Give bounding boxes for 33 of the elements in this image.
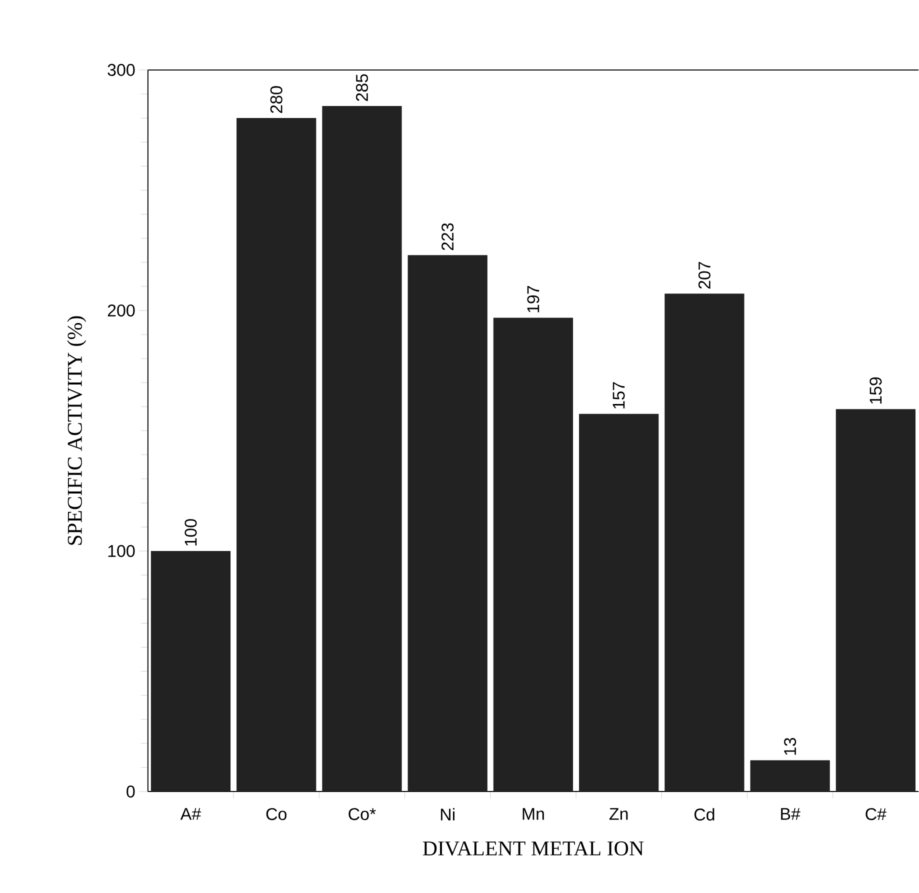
- bar: [150, 551, 231, 792]
- y-tick-label: 200: [108, 304, 135, 317]
- x-tick-label: Co: [266, 808, 286, 820]
- bar: [493, 318, 574, 792]
- bar: [236, 118, 316, 792]
- y-tick-label: 0: [126, 786, 135, 798]
- x-tick-label: Co*: [348, 808, 376, 820]
- data-label: 13: [784, 738, 796, 756]
- data-label: 157: [612, 382, 625, 409]
- x-tick-label: Zn: [609, 808, 628, 820]
- x-tick-label: Mn: [522, 808, 544, 820]
- data-label: 207: [698, 262, 710, 289]
- data-label: 280: [270, 86, 282, 114]
- bar: [579, 414, 659, 792]
- bar: [750, 760, 830, 792]
- x-tick-label: A#: [180, 808, 202, 820]
- data-label: 197: [527, 286, 540, 312]
- y-tick-label: 300: [108, 64, 135, 76]
- x-tick-label: B#: [781, 808, 800, 820]
- data-label: 285: [356, 74, 368, 102]
- x-tick-label: Ni: [440, 808, 454, 821]
- bar: [664, 294, 744, 792]
- bar: [322, 106, 402, 792]
- x-axis-title: DIVALENT METAL ION: [422, 842, 644, 856]
- data-label: 100: [184, 519, 197, 546]
- data-label: 159: [870, 378, 882, 404]
- data-label: 223: [442, 224, 454, 250]
- bar: [408, 255, 488, 792]
- bar: [836, 409, 916, 792]
- x-tick-label: Cd: [694, 808, 714, 821]
- y-tick-label: 100: [108, 545, 135, 558]
- x-tick-label: C#: [866, 808, 886, 820]
- y-axis-title: SPECIFIC ACTIVITY (%): [67, 316, 86, 546]
